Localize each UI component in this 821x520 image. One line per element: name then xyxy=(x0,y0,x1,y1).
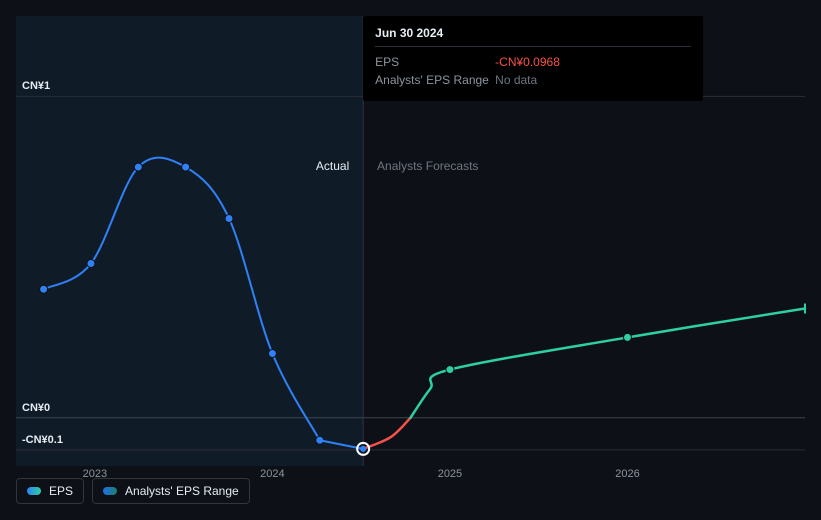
eps-actual-line-marker xyxy=(40,285,48,293)
tooltip-row: EPS-CN¥0.0968 xyxy=(375,53,691,71)
plot-area[interactable]: CN¥1CN¥0-CN¥0.1 2023202420252026 ActualA… xyxy=(16,16,805,466)
eps-actual-line-marker xyxy=(134,163,142,171)
tooltip-date: Jun 30 2024 xyxy=(375,24,691,42)
region-label-actual: Actual xyxy=(316,159,349,173)
tooltip-row-value: -CN¥0.0968 xyxy=(495,53,560,71)
tooltip-row-label: Analysts' EPS Range xyxy=(375,71,495,89)
tooltip-row-value: No data xyxy=(495,71,537,89)
eps-forecast-line-marker xyxy=(623,333,631,341)
legend-swatch-icon xyxy=(103,487,117,495)
actual-region-shade xyxy=(16,16,363,466)
tooltip-row: Analysts' EPS RangeNo data xyxy=(375,71,691,89)
eps-actual-line-marker xyxy=(225,215,233,223)
eps-forecast-line-marker xyxy=(446,366,454,374)
legend-item[interactable]: Analysts' EPS Range xyxy=(92,478,250,504)
region-label-forecast: Analysts Forecasts xyxy=(377,159,478,173)
eps-negative-line xyxy=(363,418,410,449)
tooltip-row-label: EPS xyxy=(375,53,495,71)
chart-legend: EPS Analysts' EPS Range xyxy=(16,478,250,504)
tooltip-divider xyxy=(375,46,691,47)
y-axis-label: CN¥0 xyxy=(22,402,50,414)
x-axis-label: 2024 xyxy=(260,468,284,480)
eps-actual-line-marker xyxy=(268,350,276,358)
current-point xyxy=(360,446,366,452)
eps-actual-line-marker xyxy=(87,260,95,268)
legend-swatch-icon xyxy=(27,487,41,495)
legend-item-label: Analysts' EPS Range xyxy=(125,484,239,498)
x-axis-label: 2026 xyxy=(615,468,639,480)
x-axis-label: 2025 xyxy=(438,468,462,480)
legend-item[interactable]: EPS xyxy=(16,478,84,504)
eps-actual-line-marker xyxy=(182,163,190,171)
legend-item-label: EPS xyxy=(49,484,73,498)
y-axis-label: -CN¥0.1 xyxy=(22,434,63,446)
eps-chart: CN¥1CN¥0-CN¥0.1 2023202420252026 ActualA… xyxy=(16,16,805,504)
eps-forecast-line xyxy=(411,309,806,418)
y-axis-label: CN¥1 xyxy=(22,80,50,92)
chart-tooltip: Jun 30 2024 EPS-CN¥0.0968Analysts' EPS R… xyxy=(363,16,703,101)
